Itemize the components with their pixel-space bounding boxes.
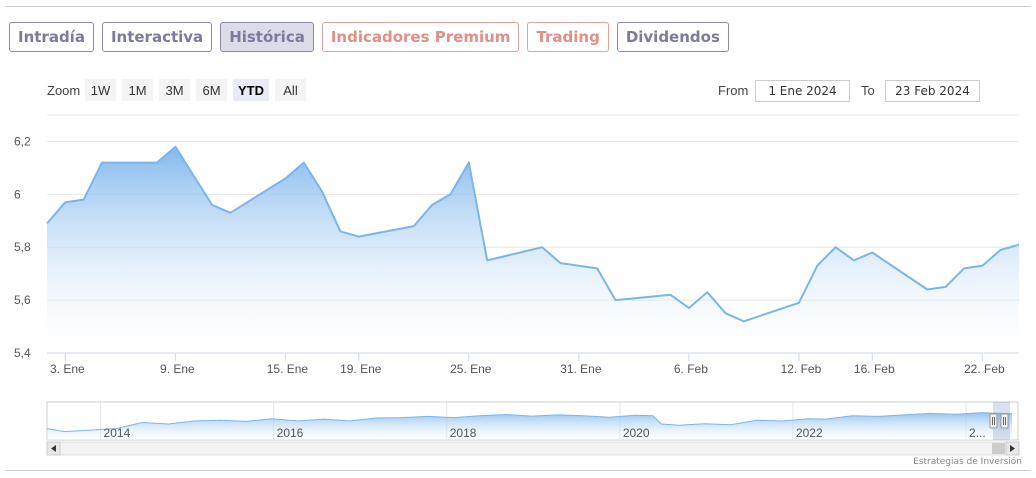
x-tick-label: 31. Ene bbox=[560, 362, 602, 376]
tab-trading[interactable]: Trading bbox=[527, 22, 609, 52]
chart-tabs: Intradía Interactiva Histórica Indicadores … bbox=[9, 22, 729, 52]
tab-intrad-a[interactable]: Intradía bbox=[9, 22, 94, 52]
tab-indicadores-premium[interactable]: Indicadores Premium bbox=[321, 22, 520, 52]
bottom-divider bbox=[5, 470, 1031, 471]
y-tick-label: 5,4 bbox=[14, 346, 31, 360]
zoom-label: Zoom bbox=[47, 83, 81, 98]
y-tick-label: 5,6 bbox=[14, 293, 31, 307]
zoom-buttons: 1W 1M 3M 6M YTD All bbox=[85, 79, 306, 101]
tab-dividendos[interactable]: Dividendos bbox=[616, 22, 729, 52]
y-tick-label: 5,8 bbox=[14, 240, 31, 254]
navigator-year-label: 2018 bbox=[450, 426, 477, 440]
tab-hist-rica[interactable]: Histórica bbox=[220, 22, 314, 52]
from-date-input[interactable]: 1 Ene 2024 bbox=[755, 80, 850, 102]
tab-interactiva[interactable]: Interactiva bbox=[101, 22, 213, 52]
navigator-line bbox=[46, 412, 1013, 433]
navigator-year-label: 2016 bbox=[277, 426, 304, 440]
scrollbar-track[interactable] bbox=[46, 441, 1020, 456]
x-axis-labels: 3. Ene 9. Ene 15. Ene 19. Ene 25. Ene 31. Ene… bbox=[47, 352, 1019, 376]
navigator-area bbox=[47, 412, 1012, 440]
zoom-button-3m[interactable]: 3M bbox=[159, 79, 190, 101]
price-line bbox=[46, 145, 1020, 323]
navigator-year-label: 2... bbox=[969, 426, 986, 440]
x-tick-label: 25. Ene bbox=[450, 362, 492, 376]
y-tick-label: 6,2 bbox=[14, 134, 31, 148]
chart-credit: Estrategias de Inversión bbox=[913, 457, 1022, 467]
navigator-year-label: 2014 bbox=[104, 426, 131, 440]
zoom-button-1m[interactable]: 1M bbox=[122, 79, 153, 101]
from-label: From bbox=[718, 83, 749, 98]
navigator-handle-left[interactable] bbox=[989, 413, 998, 429]
y-tick-label: 6 bbox=[14, 187, 21, 201]
price-area bbox=[46, 145, 1020, 353]
to-label: To bbox=[861, 83, 875, 98]
navigator-year-label: 2020 bbox=[623, 426, 650, 440]
x-tick-label: 9. Ene bbox=[160, 362, 195, 376]
scrollbar-thumb[interactable] bbox=[992, 443, 1005, 454]
x-tick-label: 16. Feb bbox=[854, 362, 895, 376]
x-tick-label: 3. Ene bbox=[50, 362, 85, 376]
x-tick-label: 6. Feb bbox=[674, 362, 708, 376]
y-axis-labels: 5,4 5,6 5,8 6 6,2 bbox=[14, 134, 31, 360]
zoom-button-all[interactable]: All bbox=[275, 79, 306, 101]
to-date-input[interactable]: 23 Feb 2024 bbox=[885, 80, 980, 102]
x-tick-label: 12. Feb bbox=[781, 362, 822, 376]
zoom-button-6m[interactable]: 6M bbox=[196, 79, 227, 101]
x-tick-label: 15. Ene bbox=[267, 362, 309, 376]
x-tick-label: 19. Ene bbox=[340, 362, 382, 376]
x-tick-label: 22. Feb bbox=[964, 362, 1005, 376]
zoom-button-1w[interactable]: 1W bbox=[85, 79, 116, 101]
navigator[interactable]: 2014 2016 2018 2020 2022 2... bbox=[46, 401, 1020, 456]
top-divider bbox=[5, 6, 1031, 7]
scroll-right-arrow-icon bbox=[1010, 445, 1015, 452]
navigator-year-label: 2022 bbox=[796, 426, 823, 440]
navigator-handle-right[interactable] bbox=[1000, 413, 1009, 429]
zoom-button-ytd[interactable]: YTD bbox=[233, 79, 269, 101]
scroll-left-arrow-icon bbox=[51, 445, 56, 452]
